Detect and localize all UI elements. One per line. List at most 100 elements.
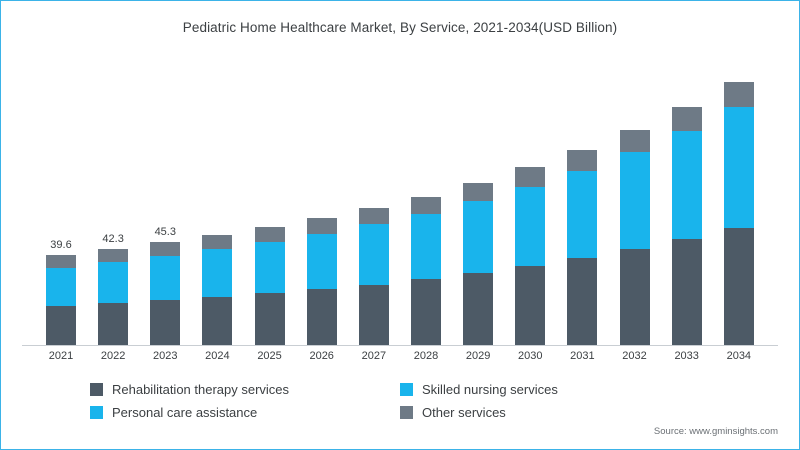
bar-stack (306, 218, 337, 345)
bar-segment (723, 227, 754, 345)
bar-segment (723, 82, 754, 108)
bar-segment (619, 151, 650, 250)
bar-stack (358, 207, 389, 345)
bar-segment (619, 129, 650, 152)
x-axis-tick-label: 2033 (674, 350, 699, 362)
x-axis-tick-label: 2028 (413, 350, 439, 362)
x-axis-tick-label: 2021 (48, 350, 74, 362)
legend-label: Skilled nursing services (422, 382, 558, 397)
bar-segment (410, 279, 441, 345)
legend-label: Personal care assistance (112, 405, 258, 420)
bar-segment (671, 130, 702, 239)
bar-column[interactable]: . (511, 60, 549, 345)
bar-segment (150, 242, 181, 256)
x-axis-line (22, 345, 778, 346)
x-axis-tick-label: 2022 (100, 350, 126, 362)
x-axis-tick-label: 2026 (309, 350, 334, 362)
bar-segment (254, 242, 285, 294)
bar-column[interactable]: 45.3 (146, 60, 184, 345)
bar-segment (254, 227, 285, 243)
bar-segment (98, 249, 129, 263)
bar-stack (98, 249, 129, 345)
bar-stack (150, 242, 181, 345)
bar-segment (150, 300, 181, 345)
bar-column[interactable]: . (251, 60, 289, 345)
bar-segment (358, 207, 389, 225)
bar-stack (671, 106, 702, 345)
legend-item[interactable]: Personal care assistance (90, 405, 400, 420)
bar-group: 39.6 42.3 45.3........... (30, 60, 770, 345)
bar-column[interactable]: . (616, 60, 654, 345)
bar-column[interactable]: 42.3 (94, 60, 132, 345)
bar-segment (98, 262, 129, 304)
chart-legend: Rehabilitation therapy services Skilled n… (90, 382, 710, 420)
page-title: Pediatric Home Healthcare Market, By Ser… (182, 20, 618, 35)
bar-segment (671, 238, 702, 345)
bar-column[interactable]: . (563, 60, 601, 345)
legend-label: Other services (422, 405, 506, 420)
bar-segment (463, 273, 494, 345)
bar-stack (410, 196, 441, 345)
bar-stack (723, 82, 754, 345)
bar-segment (46, 306, 76, 345)
bar-segment (202, 249, 233, 297)
bar-column[interactable]: . (355, 60, 393, 345)
bar-column[interactable]: . (303, 60, 341, 345)
bar-segment (567, 258, 598, 345)
bar-stack (202, 235, 233, 345)
legend-swatch-icon (90, 383, 103, 396)
bar-stack (463, 182, 494, 345)
bar-segment (567, 170, 598, 259)
bar-value-label: 42.3 (102, 233, 124, 246)
bar-segment (515, 167, 546, 187)
bar-segment (254, 293, 285, 345)
legend-item[interactable]: Skilled nursing services (400, 382, 710, 397)
x-axis-tick-label: 2032 (622, 350, 647, 362)
bar-segment (46, 255, 76, 268)
bar-stack (515, 167, 546, 345)
x-axis-tick-label: 2034 (726, 350, 752, 362)
bar-column[interactable]: . (198, 60, 236, 345)
bar-segment (202, 235, 233, 250)
x-axis-tick-label: 2027 (361, 350, 387, 362)
bar-segment (515, 266, 546, 345)
bar-segment (410, 213, 441, 280)
bar-column[interactable]: . (720, 60, 758, 345)
bar-segment (619, 249, 650, 345)
bar-segment (723, 107, 754, 228)
bar-segment (358, 284, 389, 345)
bar-segment (671, 106, 702, 131)
bar-segment (463, 182, 494, 202)
source-attribution: Source: www.gminsights.com (653, 426, 778, 437)
bar-stack (619, 129, 650, 345)
bar-value-label: 39.6 (50, 239, 72, 252)
bar-column[interactable]: . (459, 60, 497, 345)
x-axis-tick-labels: 2021 2022 2023 2024 2025 2026 2027 2028 2029 2030… (30, 350, 770, 362)
bar-stack (46, 255, 76, 345)
bar-column[interactable]: . (407, 60, 445, 345)
chart-plot-area: 39.6 42.3 45.3........... (30, 60, 770, 345)
legend-swatch-icon (400, 383, 413, 396)
bar-segment (463, 201, 494, 274)
bar-segment (306, 233, 337, 290)
legend-label: Rehabilitation therapy services (112, 382, 290, 397)
bar-segment (567, 150, 598, 171)
bar-stack (567, 150, 598, 345)
bar-column[interactable]: 39.6 (42, 60, 80, 345)
bar-column[interactable]: . (668, 60, 706, 345)
x-axis-tick-label: 2024 (205, 350, 230, 362)
bar-segment (46, 267, 76, 307)
bar-segment (306, 218, 337, 234)
bar-segment (410, 196, 441, 214)
legend-item[interactable]: Rehabilitation therapy services (90, 382, 400, 397)
x-axis-tick-label: 2025 (257, 350, 282, 362)
bar-segment (306, 289, 337, 345)
bar-segment (515, 186, 546, 267)
x-axis-tick-label: 2029 (465, 350, 491, 362)
legend-swatch-icon (400, 406, 413, 419)
legend-swatch-icon (90, 406, 103, 419)
legend-item[interactable]: Other services (400, 405, 710, 420)
x-axis-tick-label: 2023 (153, 350, 178, 362)
bar-stack (254, 227, 285, 345)
bar-segment (358, 224, 389, 285)
